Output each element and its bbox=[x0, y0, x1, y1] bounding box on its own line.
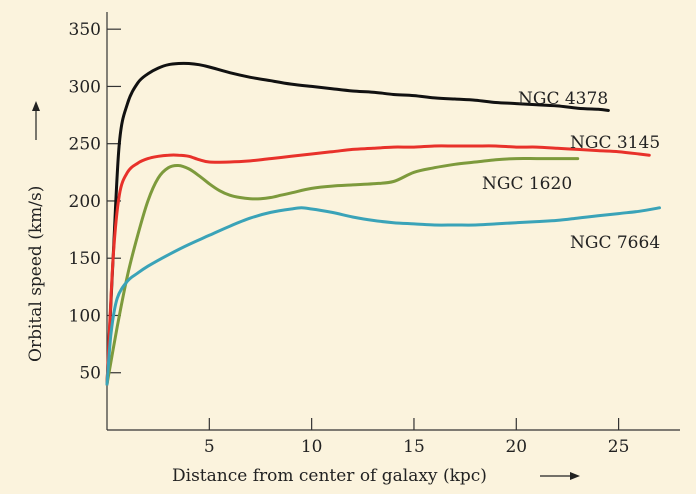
y-tick-label: 200 bbox=[69, 192, 101, 212]
series-label-ngc-4378: NGC 4378 bbox=[518, 89, 608, 109]
series-line-ngc-3145 bbox=[105, 144, 651, 386]
x-tick-label: 15 bbox=[403, 437, 425, 457]
y-tick-label: 300 bbox=[69, 77, 101, 97]
series-layer bbox=[105, 61, 661, 386]
y-tick-label: 100 bbox=[69, 306, 101, 326]
labels-layer: NGC 4378 NGC 3145 NGC 1620 NGC 7664 bbox=[482, 89, 660, 253]
x-tick-label: 25 bbox=[608, 437, 630, 457]
y-tick-label: 150 bbox=[69, 249, 101, 269]
y-axis-title: Orbital speed (km/s) bbox=[26, 186, 46, 362]
x-tick-label: 10 bbox=[301, 437, 323, 457]
series-label-ngc-3145: NGC 3145 bbox=[570, 133, 660, 153]
series-label-ngc-7664: NGC 7664 bbox=[570, 233, 660, 253]
x-tick-label: 20 bbox=[505, 437, 527, 457]
x-tick-label: 5 bbox=[204, 437, 215, 457]
y-axis-arrowhead-icon bbox=[32, 101, 40, 111]
axes: 50 100 150 200 250 300 350 5 10 15 20 25 Distance fr… bbox=[26, 12, 680, 486]
series-line-ngc-4378 bbox=[105, 61, 610, 386]
x-axis-arrowhead-icon bbox=[570, 472, 580, 480]
series-line-ngc-7664 bbox=[105, 206, 661, 386]
series-label-ngc-1620: NGC 1620 bbox=[482, 174, 572, 194]
y-tick-label: 50 bbox=[79, 364, 101, 384]
x-axis-title: Distance from center of galaxy (kpc) bbox=[172, 466, 487, 486]
series-line-ngc-1620 bbox=[105, 157, 580, 386]
y-tick-label: 350 bbox=[69, 20, 101, 40]
y-tick-label: 250 bbox=[69, 135, 101, 155]
